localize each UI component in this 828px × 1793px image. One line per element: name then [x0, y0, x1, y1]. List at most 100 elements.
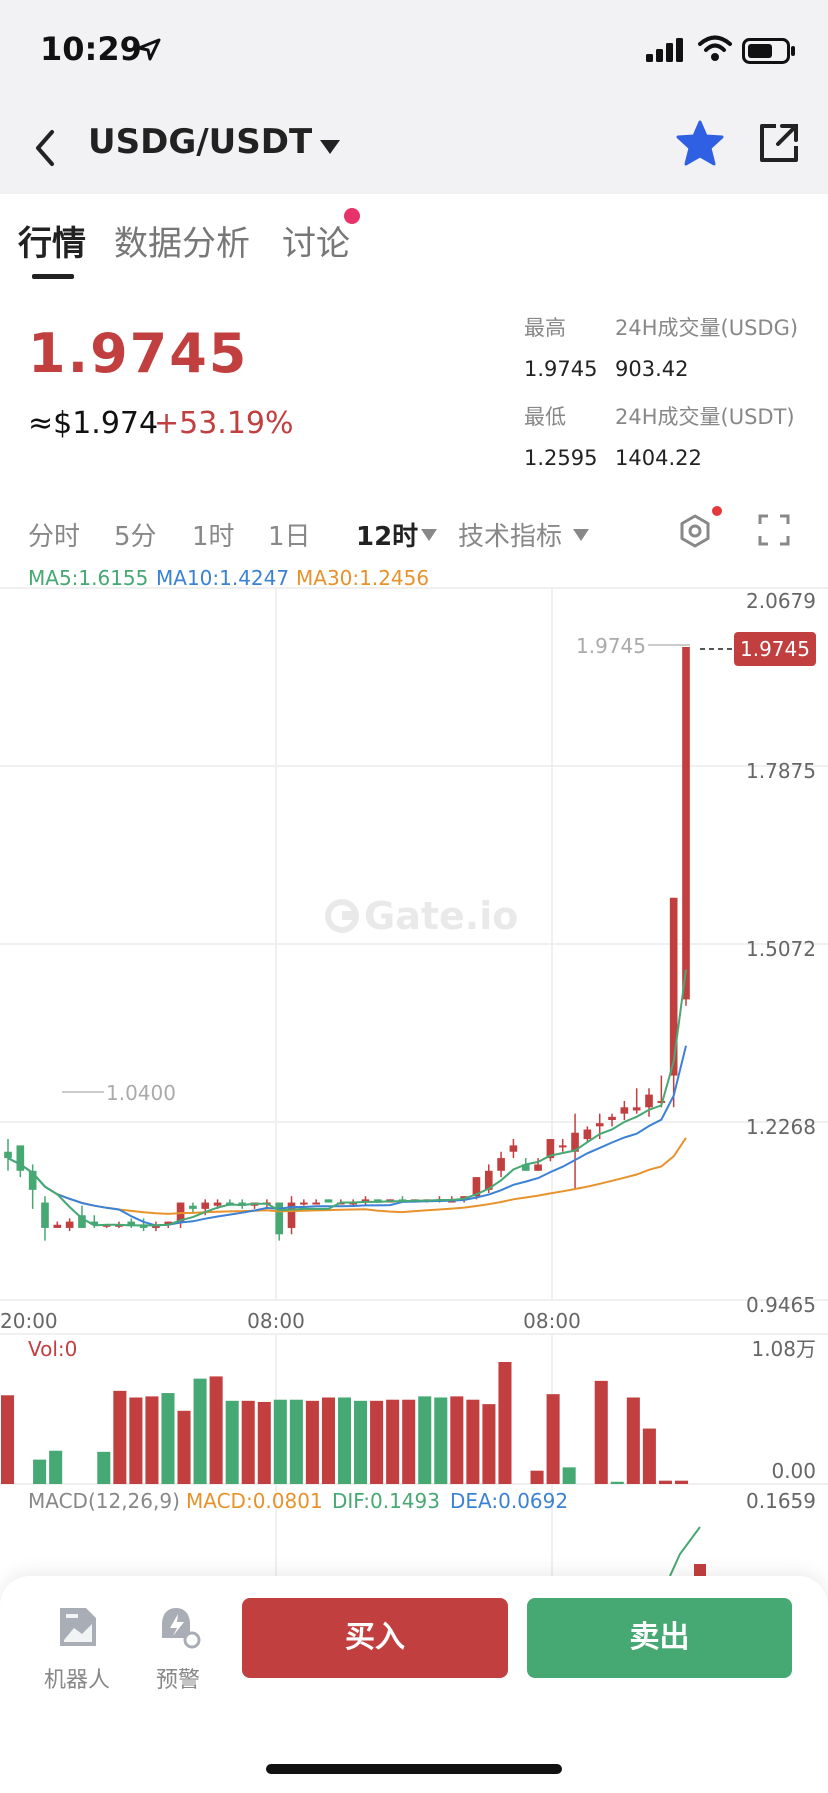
alert-icon[interactable] — [158, 1604, 202, 1650]
candle-body — [201, 1202, 210, 1209]
volume-min-tick: 0.00 — [771, 1459, 816, 1483]
volume-usdt-value: 1404.22 — [615, 446, 702, 470]
volume-bar — [129, 1397, 143, 1484]
robot-icon[interactable] — [56, 1604, 100, 1650]
robot-label[interactable]: 机器人 — [44, 1668, 111, 1693]
period-timeline[interactable]: 分时 — [28, 522, 81, 552]
volume-bar — [354, 1400, 368, 1484]
tab-discussion[interactable]: 讨论 — [282, 224, 350, 264]
period-selector: 分时 5分 1时 1日 12时 技术指标 — [0, 510, 828, 554]
nav-bar: USDG/USDT — [0, 100, 828, 194]
volume-label: Vol:0 — [28, 1337, 77, 1361]
candle-body — [213, 1202, 222, 1206]
candle-body — [645, 1094, 653, 1108]
volume-bar — [225, 1400, 239, 1484]
volume-bar — [1, 1395, 15, 1484]
volume-bar — [177, 1410, 191, 1484]
candle-body — [546, 1139, 555, 1159]
trading-pair-title[interactable]: USDG/USDT — [88, 122, 313, 162]
candle-body — [521, 1164, 530, 1171]
candle-body — [484, 1170, 493, 1190]
period-1d[interactable]: 1日 — [268, 522, 311, 552]
favorite-star-icon[interactable] — [676, 120, 724, 166]
volume-usdg-label: 24H成交量(USDG) — [615, 316, 799, 340]
fullscreen-icon[interactable] — [758, 514, 790, 546]
macd-histogram-bar — [694, 1564, 706, 1576]
macd-dif-line — [669, 1526, 701, 1576]
period-dropdown-icon[interactable] — [420, 528, 438, 542]
pair-dropdown-icon[interactable] — [318, 138, 342, 156]
candle-body — [78, 1215, 86, 1228]
volume-usdt-label: 24H成交量(USDT) — [615, 405, 795, 429]
ma10-line — [7, 1045, 687, 1227]
high-label: 最高 — [524, 316, 566, 340]
candle-body — [682, 646, 690, 1000]
y-tick-2: 1.7875 — [746, 759, 816, 783]
candle-body — [497, 1158, 505, 1171]
chart-settings-icon[interactable] — [678, 514, 712, 548]
volume-bar — [530, 1470, 544, 1484]
candle-body — [534, 1164, 542, 1171]
low-label: 最低 — [524, 405, 566, 429]
volume-bar — [321, 1397, 335, 1484]
volume-bar — [546, 1394, 560, 1484]
candle-body — [571, 1132, 579, 1152]
candle-body — [16, 1145, 25, 1171]
volume-bar — [161, 1393, 175, 1484]
period-1h[interactable]: 1时 — [192, 522, 235, 552]
volume-bar — [113, 1390, 127, 1484]
x-tick-2: 08:00 — [247, 1309, 305, 1333]
price-change: +53.19% — [154, 406, 294, 441]
ma5-legend: MA5:1.6155 — [28, 566, 149, 590]
tab-bar: 行情 数据分析 讨论 — [0, 194, 828, 284]
alert-label[interactable]: 预警 — [156, 1668, 201, 1693]
location-arrow-icon — [137, 38, 161, 61]
volume-bar — [241, 1400, 255, 1484]
volume-bar — [193, 1378, 207, 1484]
tab-data-analysis[interactable]: 数据分析 — [114, 224, 250, 264]
candle-body — [583, 1129, 592, 1140]
volume-bar — [33, 1459, 47, 1484]
candle-body — [65, 1221, 74, 1228]
high-value: 1.9745 — [524, 357, 598, 381]
period-5m[interactable]: 5分 — [114, 522, 157, 552]
tab-market[interactable]: 行情 — [18, 224, 86, 264]
kline-chart[interactable]: Gate.io 2.0679 1.7875 1.5072 1.2268 0.94… — [0, 582, 828, 1576]
indicators-menu[interactable]: 技术指标 — [458, 522, 563, 552]
x-tick-1: 20:00 — [0, 1309, 58, 1333]
volume-bar — [305, 1400, 319, 1484]
volume-bar — [257, 1401, 271, 1484]
candle-body — [349, 1202, 357, 1205]
status-time: 10:29 — [40, 30, 142, 68]
share-icon[interactable] — [758, 122, 800, 164]
volume-bar — [466, 1399, 480, 1484]
candle-body — [312, 1202, 321, 1205]
volume-bar — [337, 1397, 352, 1484]
buy-button[interactable]: 买入 — [242, 1598, 508, 1678]
volume-bar — [434, 1397, 448, 1484]
volume-bar — [49, 1450, 63, 1484]
last-price: 1.9745 — [28, 322, 249, 385]
last-price-tag-label: 1.9745 — [740, 637, 810, 661]
volume-bars — [1, 1362, 688, 1484]
candle-body — [41, 1202, 49, 1228]
candle-body — [472, 1177, 481, 1197]
candle-body — [189, 1205, 197, 1209]
dif-value-label: DIF:0.1493 — [332, 1489, 440, 1513]
volume-bar — [482, 1404, 496, 1484]
settings-notification-dot — [712, 506, 722, 516]
candle-body — [608, 1116, 616, 1120]
volume-usdg-value: 903.42 — [615, 357, 689, 381]
volume-bar — [209, 1376, 223, 1484]
sell-button[interactable]: 卖出 — [527, 1598, 792, 1678]
volume-bar — [97, 1451, 111, 1484]
y-tick-4: 1.2268 — [746, 1115, 816, 1139]
volume-bar — [610, 1481, 624, 1484]
period-12h[interactable]: 12时 — [356, 522, 419, 552]
macd-value-label: MACD:0.0801 — [186, 1489, 323, 1513]
candle-body — [324, 1199, 333, 1203]
back-icon[interactable] — [32, 128, 56, 168]
indicators-dropdown-icon[interactable] — [572, 528, 590, 542]
min-price-marker: 1.0400 — [106, 1081, 176, 1105]
candlestick-series — [4, 646, 690, 1241]
